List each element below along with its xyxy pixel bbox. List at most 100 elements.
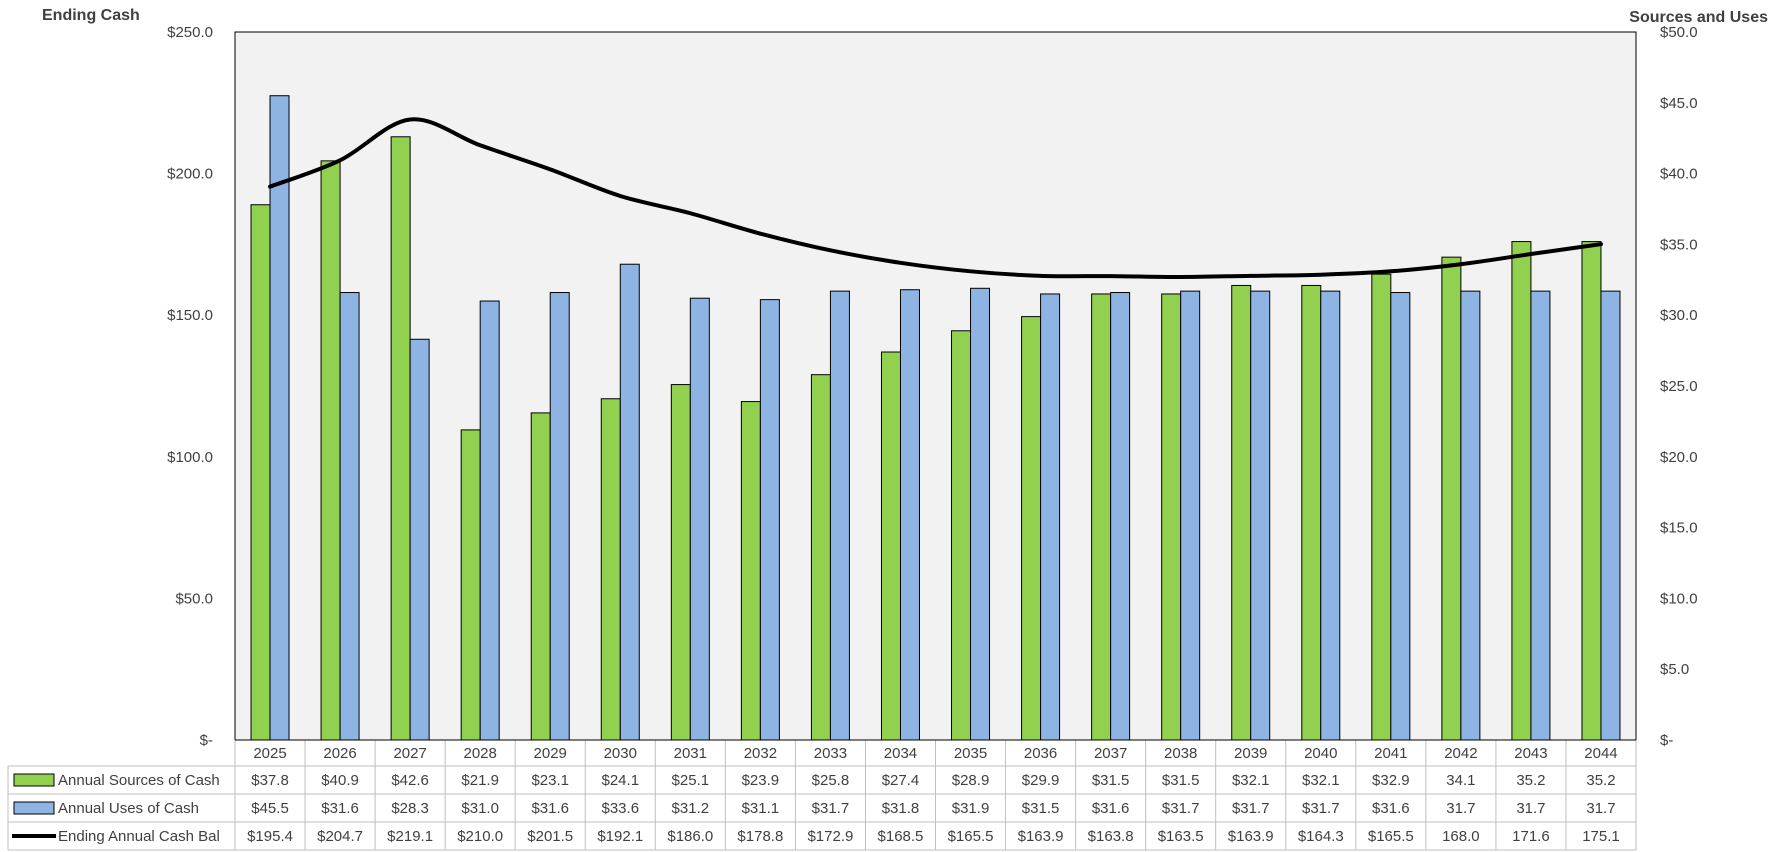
data-label: $28.3 bbox=[391, 800, 429, 817]
uses-bar bbox=[899, 289, 920, 741]
sources-bar bbox=[1231, 284, 1252, 741]
uses-bar bbox=[1530, 290, 1551, 741]
right-tick-label: $25.0 bbox=[1660, 378, 1698, 395]
sources-bar bbox=[600, 398, 621, 741]
data-label: $28.9 bbox=[952, 772, 990, 789]
category-label: 2039 bbox=[1234, 745, 1267, 762]
category-label: 2041 bbox=[1374, 745, 1407, 762]
category-label: 2034 bbox=[884, 745, 917, 762]
data-label: $42.6 bbox=[391, 772, 429, 789]
data-label: $168.5 bbox=[878, 828, 924, 845]
uses-bar bbox=[1320, 290, 1341, 741]
data-label: $192.1 bbox=[597, 828, 643, 845]
data-label: $25.1 bbox=[672, 772, 710, 789]
sources-bar bbox=[670, 384, 691, 741]
category-label: 2029 bbox=[534, 745, 567, 762]
uses-bar bbox=[689, 297, 710, 741]
sources-bar bbox=[460, 429, 481, 741]
category-label: 2032 bbox=[744, 745, 777, 762]
data-label: $201.5 bbox=[527, 828, 573, 845]
data-label: 171.6 bbox=[1512, 828, 1550, 845]
sources-bar bbox=[250, 204, 271, 741]
right-tick-label: $- bbox=[1660, 732, 1673, 749]
uses-bar bbox=[409, 338, 430, 741]
data-label: $45.5 bbox=[251, 800, 289, 817]
category-label: 2042 bbox=[1444, 745, 1477, 762]
data-label: $31.5 bbox=[1092, 772, 1130, 789]
category-label: 2033 bbox=[814, 745, 847, 762]
data-table: 2025 2026 2027 2028 2029 2030 2031 2032 2033 2034… bbox=[7, 739, 1637, 851]
sources-bar bbox=[320, 160, 341, 741]
left-tick-label: $200.0 bbox=[167, 166, 213, 183]
data-label: $172.9 bbox=[807, 828, 853, 845]
right-tick-label: $45.0 bbox=[1660, 95, 1698, 112]
uses-bar bbox=[1180, 290, 1201, 741]
data-label: 31.7 bbox=[1586, 800, 1615, 817]
data-label: $40.9 bbox=[321, 772, 359, 789]
series-name: Annual Sources of Cash bbox=[58, 772, 220, 789]
data-label: $21.9 bbox=[461, 772, 499, 789]
sources-bar bbox=[1441, 256, 1462, 741]
series-name: Ending Annual Cash Bal bbox=[58, 828, 220, 845]
category-label: 2037 bbox=[1094, 745, 1127, 762]
cash-balance-line-layer bbox=[268, 117, 1603, 279]
uses-bar bbox=[1250, 290, 1271, 741]
uses-bar bbox=[759, 299, 780, 741]
data-label: $186.0 bbox=[667, 828, 713, 845]
series-name: Annual Uses of Cash bbox=[58, 800, 199, 817]
left-tick-label: $50.0 bbox=[175, 590, 213, 607]
right-tick-label: $20.0 bbox=[1660, 449, 1698, 466]
plot-area bbox=[234, 31, 1637, 741]
legend-key-uses bbox=[13, 801, 55, 815]
data-label: $165.5 bbox=[948, 828, 994, 845]
data-label: 35.2 bbox=[1516, 772, 1545, 789]
data-label: $31.7 bbox=[1302, 800, 1340, 817]
data-label: 175.1 bbox=[1582, 828, 1620, 845]
category-label: 2035 bbox=[954, 745, 987, 762]
left-tick-label: $150.0 bbox=[167, 307, 213, 324]
sources-bar bbox=[1511, 241, 1532, 741]
left-tick-label: $100.0 bbox=[167, 449, 213, 466]
uses-bar bbox=[339, 292, 360, 741]
uses-bar bbox=[1110, 292, 1131, 741]
data-label: $163.9 bbox=[1018, 828, 1064, 845]
uses-bar bbox=[619, 263, 640, 741]
sources-bar bbox=[1301, 284, 1322, 741]
data-label: $31.6 bbox=[1372, 800, 1410, 817]
bars bbox=[250, 95, 1621, 741]
data-label: $32.1 bbox=[1232, 772, 1270, 789]
data-label: $164.3 bbox=[1298, 828, 1344, 845]
right-tick-label: $5.0 bbox=[1660, 661, 1689, 678]
data-label: $29.9 bbox=[1022, 772, 1060, 789]
sources-bar bbox=[740, 401, 761, 741]
data-label: $31.6 bbox=[1092, 800, 1130, 817]
data-label: $31.8 bbox=[882, 800, 920, 817]
data-label: $24.1 bbox=[602, 772, 640, 789]
category-label: 2025 bbox=[253, 745, 286, 762]
right-tick-label: $15.0 bbox=[1660, 520, 1698, 537]
data-label: 31.7 bbox=[1446, 800, 1475, 817]
sources-bar bbox=[1161, 293, 1182, 741]
category-label: 2031 bbox=[674, 745, 707, 762]
category-label: 2027 bbox=[393, 745, 426, 762]
data-label: $31.7 bbox=[1232, 800, 1270, 817]
uses-bar bbox=[479, 300, 500, 741]
left-axis-ticks: $- $50.0 $100.0 $150.0 $200.0 $250.0 bbox=[167, 24, 213, 749]
sources-bar bbox=[530, 412, 551, 741]
data-label: 168.0 bbox=[1442, 828, 1480, 845]
right-tick-label: $50.0 bbox=[1660, 24, 1698, 41]
data-label: $195.4 bbox=[247, 828, 293, 845]
uses-bar bbox=[829, 290, 850, 741]
data-label: $165.5 bbox=[1368, 828, 1414, 845]
category-label: 2028 bbox=[463, 745, 496, 762]
data-label: $33.6 bbox=[602, 800, 640, 817]
data-label: $31.1 bbox=[742, 800, 780, 817]
left-axis-title: Ending Cash bbox=[42, 7, 140, 24]
data-label: $178.8 bbox=[737, 828, 783, 845]
sources-bar bbox=[951, 330, 972, 741]
data-label: $32.1 bbox=[1302, 772, 1340, 789]
data-label: $163.5 bbox=[1158, 828, 1204, 845]
category-label: 2044 bbox=[1584, 745, 1617, 762]
uses-bar bbox=[549, 292, 570, 741]
